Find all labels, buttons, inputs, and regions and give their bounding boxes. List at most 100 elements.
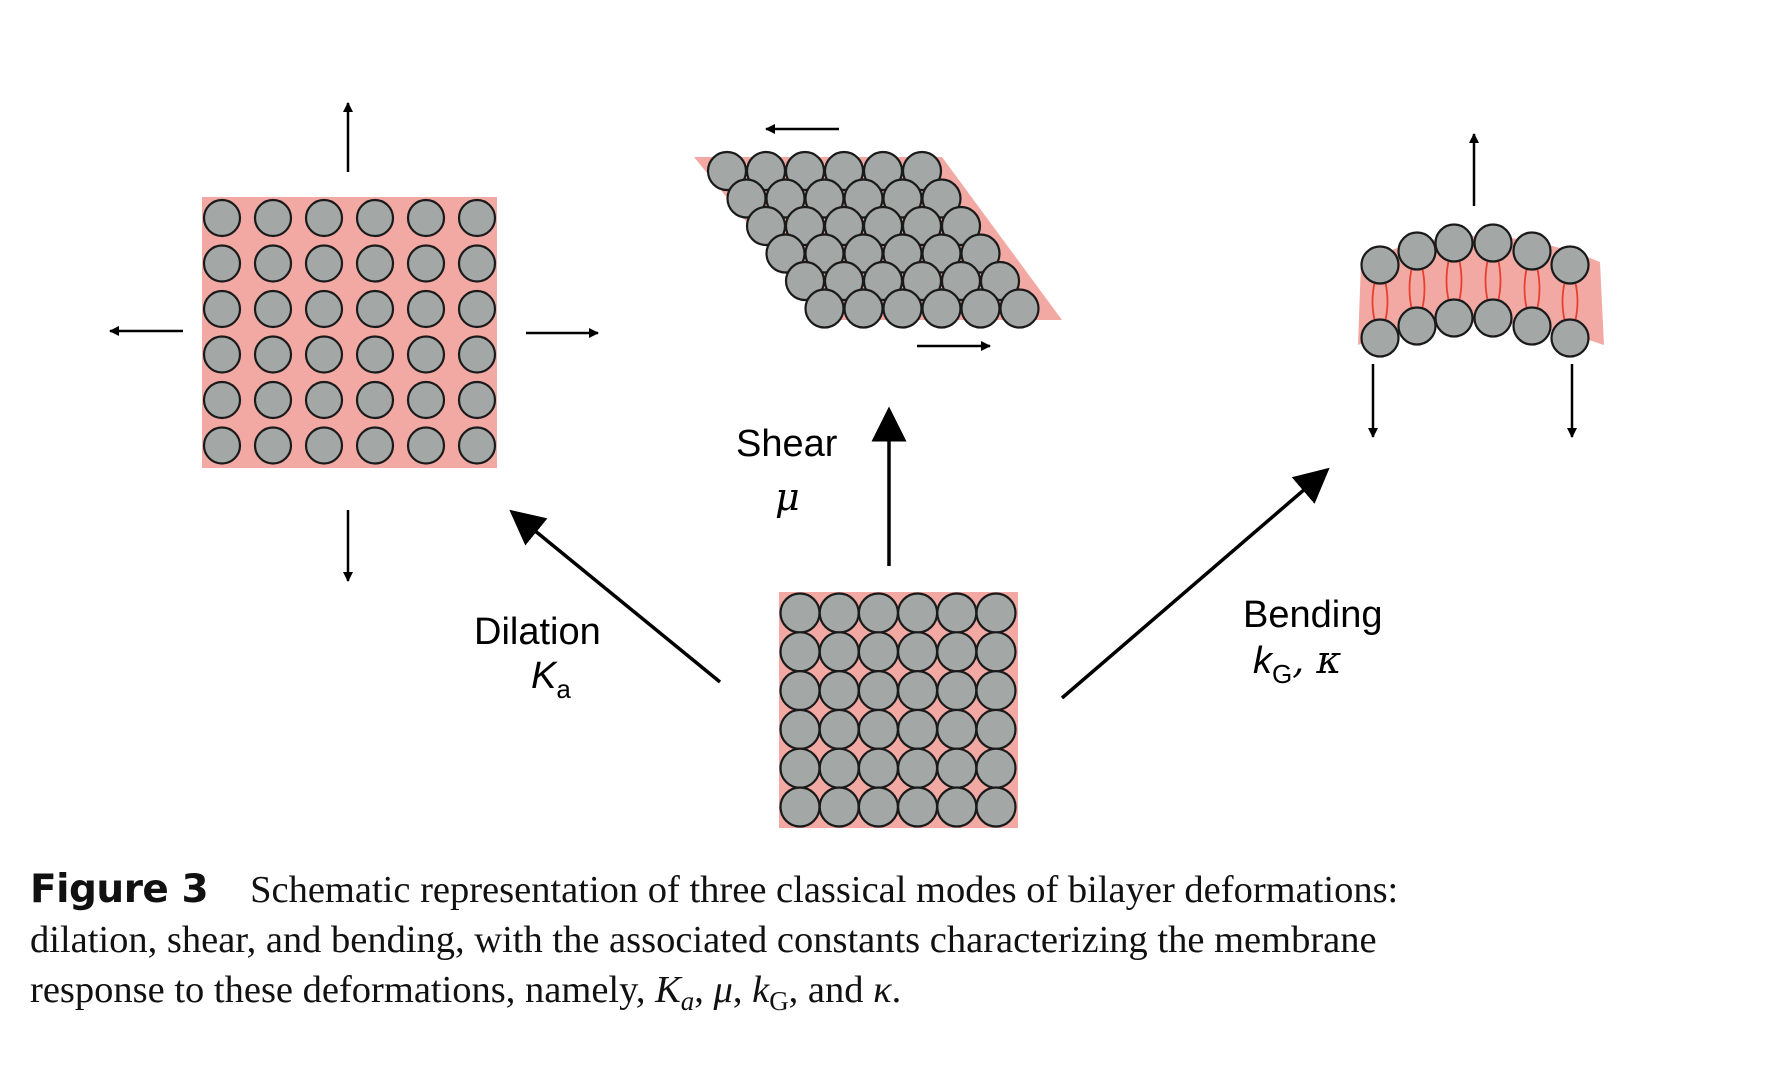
- shear-constant: μ: [775, 475, 800, 519]
- shear-label: Shear: [736, 423, 838, 465]
- lipid-head: [253, 289, 293, 329]
- lipid-head: [921, 178, 962, 219]
- lipid-head: [896, 669, 939, 712]
- lipid-head: [304, 289, 344, 329]
- lipid-head: [896, 631, 939, 673]
- lipid-head: [779, 708, 821, 751]
- lipid-head: [857, 708, 900, 751]
- dilation-constant-symbol: K: [531, 655, 558, 697]
- lipid-head: [896, 747, 939, 789]
- lipid-head-inner: [1434, 298, 1474, 338]
- figure-number: Figure 3: [30, 867, 209, 912]
- lipid-head: [804, 288, 845, 329]
- lipid-head: [202, 426, 242, 465]
- caption-line-2: dilation, shear, and bending, with the a…: [30, 919, 1377, 961]
- lipid-head: [975, 669, 1017, 712]
- lipid-head: [253, 380, 293, 420]
- lipid-head: [818, 786, 860, 828]
- caption-ka-subscript: a: [680, 986, 695, 1016]
- bending-constant-k: k: [1253, 640, 1274, 682]
- dilation-membrane: [202, 197, 497, 468]
- shear-membrane: [694, 150, 1062, 329]
- reference-membrane-background: [779, 592, 1018, 828]
- lipid-head-inner: [1550, 318, 1590, 358]
- lipid-head: [843, 288, 884, 329]
- lipid-head-inner: [1360, 318, 1400, 358]
- bending-membrane: [1358, 223, 1604, 358]
- deformation-diagram: Shear μ Dilation Ka Bending kG, κ: [109, 102, 1604, 828]
- lipid-head: [457, 380, 497, 420]
- lipid-head: [406, 426, 446, 465]
- bending-force-arrows: [1368, 133, 1577, 438]
- lipid-tail: [1445, 258, 1450, 303]
- lipid-head: [975, 786, 1017, 828]
- caption-kg-symbol: k: [752, 969, 770, 1011]
- caption-sep-3: , and: [788, 969, 874, 1011]
- lipid-head: [818, 747, 860, 789]
- lipid-head: [355, 244, 395, 283]
- lipid-head: [975, 631, 1017, 673]
- dilation-membrane-background: [202, 197, 497, 468]
- lipid-head: [202, 244, 242, 283]
- bending-lipid-heads: [1360, 223, 1590, 358]
- lipid-tail: [1371, 280, 1376, 323]
- lipid-head: [202, 335, 242, 374]
- lipid-tail: [1561, 280, 1566, 323]
- lipid-head: [921, 288, 962, 329]
- lipid-head: [779, 592, 821, 634]
- lipid-head: [355, 289, 395, 329]
- lipid-head: [304, 380, 344, 420]
- shear-lipid-heads: [706, 150, 1040, 329]
- lipid-head: [253, 426, 293, 465]
- lipid-tail: [1384, 280, 1389, 323]
- lipid-head: [457, 244, 497, 283]
- lipid-head: [406, 244, 446, 283]
- lipid-head: [355, 335, 395, 374]
- dilation-mode-arrow: [509, 509, 722, 684]
- lipid-head: [355, 198, 395, 238]
- lipid-head: [406, 335, 446, 374]
- reference-membrane: [779, 592, 1018, 828]
- lipid-head-outer: [1397, 231, 1437, 271]
- lipid-head: [304, 335, 344, 374]
- lipid-head: [304, 198, 344, 238]
- lipid-head: [253, 335, 293, 374]
- caption-text-3: response to these deformations, namely,: [30, 969, 656, 1011]
- lipid-head: [779, 669, 821, 712]
- lipid-head: [406, 289, 446, 329]
- lipid-head: [779, 786, 821, 828]
- caption-sep-2: ,: [732, 969, 753, 1011]
- bending-constant-subscript: G: [1272, 659, 1292, 689]
- figure-caption: Figure 3 Schematic representation of thre…: [30, 865, 1750, 1015]
- bending-constants: kG, κ: [1253, 638, 1341, 689]
- caption-line-1: Figure 3 Schematic representation of thre…: [30, 865, 1750, 915]
- dilation-lipid-heads: [202, 198, 497, 465]
- dilation-constant: Ka: [531, 655, 571, 704]
- lipid-head: [857, 592, 900, 634]
- caption-end: .: [891, 969, 902, 1011]
- lipid-head: [936, 592, 978, 634]
- lipid-head: [857, 786, 900, 828]
- lipid-head: [940, 205, 982, 247]
- lipid-head: [857, 747, 900, 789]
- lipid-head: [304, 426, 344, 465]
- lipid-tail: [1574, 280, 1579, 323]
- bending-lipid-tails: [1371, 258, 1579, 323]
- lipid-head-outer: [1360, 245, 1400, 285]
- lipid-head: [936, 631, 978, 673]
- dilation-constant-subscript: a: [556, 674, 571, 704]
- lipid-head-inner: [1473, 298, 1513, 338]
- lipid-head-outer: [1512, 231, 1552, 271]
- lipid-head: [960, 233, 1001, 274]
- lipid-head: [457, 426, 497, 465]
- caption-line-3: response to these deformations, namely, …: [30, 965, 1750, 1015]
- lipid-head: [818, 708, 860, 751]
- caption-kappa: κ: [873, 969, 892, 1011]
- lipid-head-outer: [1473, 223, 1513, 263]
- lipid-head: [355, 380, 395, 420]
- lipid-head: [457, 335, 497, 374]
- lipid-head: [304, 244, 344, 283]
- caption-kg: kG: [752, 969, 789, 1014]
- lipid-head: [457, 289, 497, 329]
- lipid-head: [999, 288, 1040, 329]
